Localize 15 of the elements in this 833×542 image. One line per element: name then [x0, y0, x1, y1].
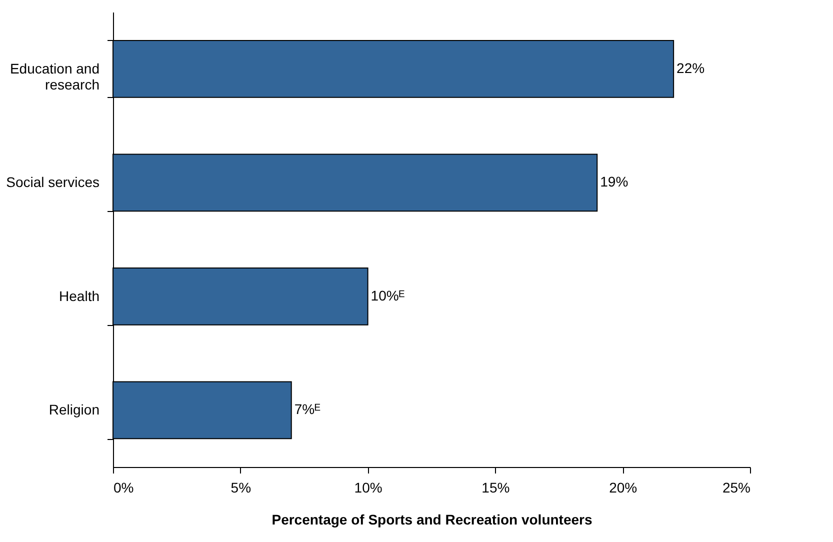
x-tick-label: 10% [354, 480, 382, 496]
x-tick-label: 20% [609, 480, 638, 496]
data-label: 10%ᴱ [370, 287, 405, 304]
y-tick-label: Religion [48, 402, 100, 418]
x-tick-label: 5% [230, 480, 252, 496]
y-tick-label: Health [59, 288, 100, 304]
y-tick-label: Education and research [10, 60, 100, 92]
x-tick-label: 15% [482, 480, 510, 496]
data-label: 19% [600, 174, 628, 190]
data-label: 22% [676, 60, 705, 76]
data-label: 7%ᴱ [294, 401, 321, 418]
x-tick-label: 0% [114, 480, 134, 496]
x-axis-title: Percentage of Sports and Recreation volunteers [272, 512, 592, 528]
x-tick-label: 25% [722, 480, 750, 496]
y-tick-label: Social services [6, 174, 100, 190]
